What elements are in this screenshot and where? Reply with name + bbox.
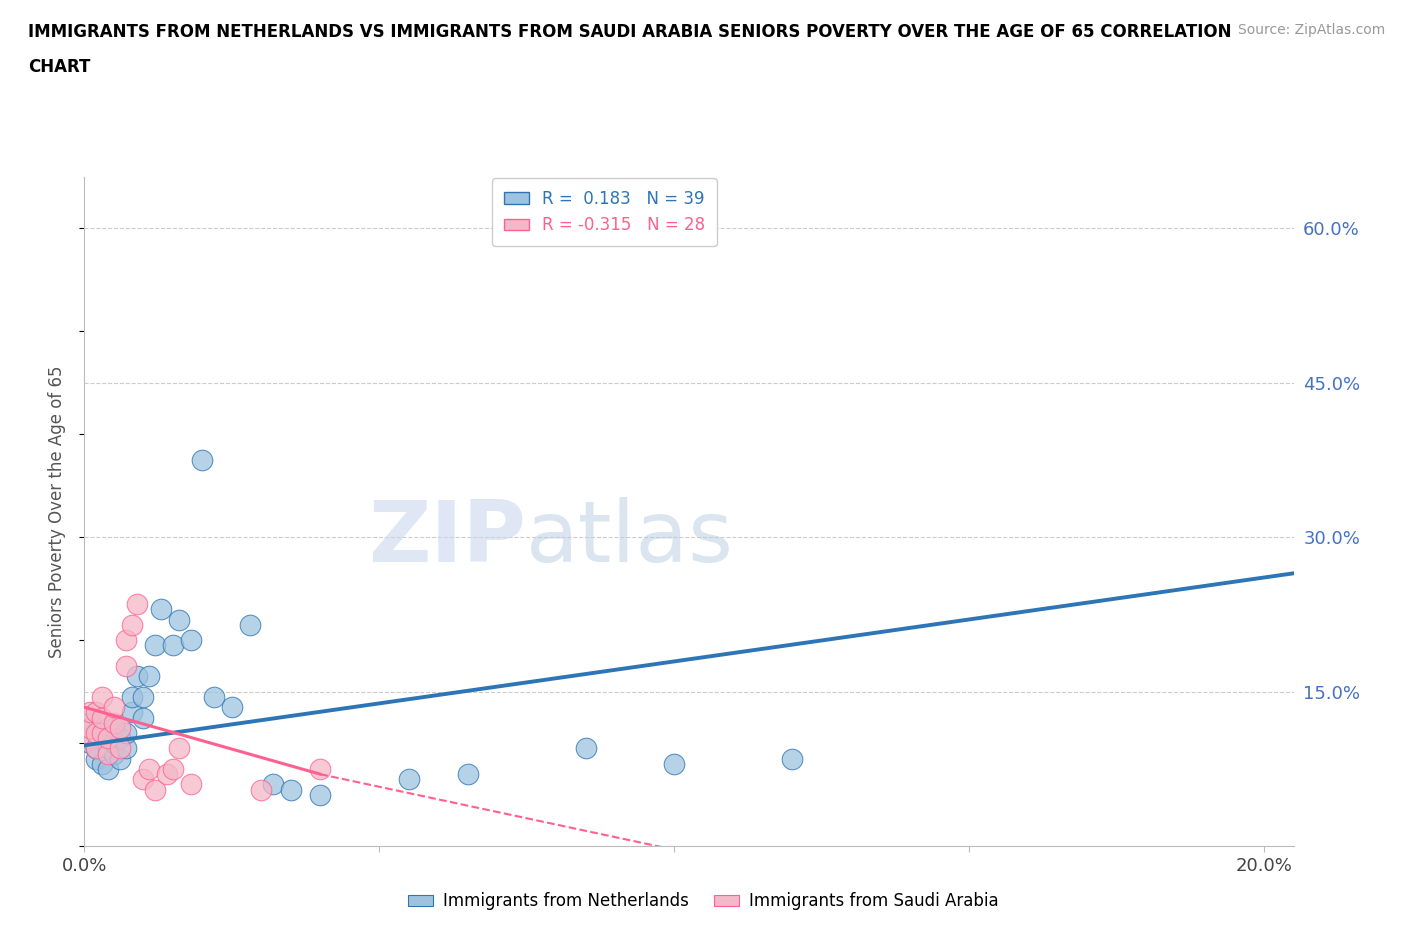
Text: ZIP: ZIP bbox=[368, 497, 526, 579]
Point bbox=[202, 689, 225, 704]
Point bbox=[143, 638, 166, 653]
Point bbox=[79, 715, 101, 730]
Point bbox=[138, 669, 160, 684]
Point bbox=[97, 731, 120, 746]
Point bbox=[97, 746, 120, 761]
Point bbox=[238, 618, 260, 632]
Point bbox=[84, 725, 107, 740]
Text: CHART: CHART bbox=[28, 58, 90, 75]
Point bbox=[91, 725, 114, 740]
Point bbox=[91, 725, 114, 740]
Point bbox=[84, 741, 107, 756]
Point bbox=[91, 711, 114, 725]
Point bbox=[262, 777, 284, 792]
Point bbox=[180, 777, 202, 792]
Point bbox=[97, 731, 120, 746]
Point bbox=[103, 736, 125, 751]
Point bbox=[132, 711, 155, 725]
Point bbox=[162, 762, 184, 777]
Point bbox=[84, 741, 107, 756]
Point bbox=[108, 751, 131, 766]
Point bbox=[180, 632, 202, 647]
Point bbox=[79, 721, 101, 736]
Point bbox=[97, 741, 120, 756]
Text: atlas: atlas bbox=[526, 497, 734, 579]
Point bbox=[162, 638, 184, 653]
Point bbox=[103, 746, 125, 761]
Y-axis label: Seniors Poverty Over the Age of 65: Seniors Poverty Over the Age of 65 bbox=[48, 365, 66, 658]
Point bbox=[91, 756, 114, 771]
Point bbox=[108, 731, 131, 746]
Point bbox=[309, 762, 332, 777]
Text: IMMIGRANTS FROM NETHERLANDS VS IMMIGRANTS FROM SAUDI ARABIA SENIORS POVERTY OVER: IMMIGRANTS FROM NETHERLANDS VS IMMIGRANT… bbox=[28, 23, 1232, 41]
Point bbox=[114, 741, 136, 756]
Legend: Immigrants from Netherlands, Immigrants from Saudi Arabia: Immigrants from Netherlands, Immigrants … bbox=[401, 885, 1005, 917]
Point bbox=[91, 689, 114, 704]
Point bbox=[780, 751, 803, 766]
Point bbox=[127, 597, 149, 612]
Point bbox=[79, 731, 101, 746]
Point bbox=[664, 756, 686, 771]
Point bbox=[280, 782, 302, 797]
Point bbox=[132, 689, 155, 704]
Point bbox=[457, 766, 479, 781]
Point bbox=[114, 632, 136, 647]
Point bbox=[121, 618, 143, 632]
Point bbox=[191, 453, 214, 468]
Point bbox=[121, 705, 143, 720]
Point bbox=[114, 658, 136, 673]
Text: Source: ZipAtlas.com: Source: ZipAtlas.com bbox=[1237, 23, 1385, 37]
Point bbox=[167, 741, 190, 756]
Point bbox=[103, 699, 125, 714]
Point bbox=[79, 705, 101, 720]
Point bbox=[156, 766, 179, 781]
Point bbox=[138, 762, 160, 777]
Point bbox=[108, 721, 131, 736]
Point bbox=[132, 772, 155, 787]
Point bbox=[150, 602, 173, 617]
Point bbox=[121, 689, 143, 704]
Point bbox=[309, 788, 332, 803]
Legend: R =  0.183   N = 39, R = -0.315   N = 28: R = 0.183 N = 39, R = -0.315 N = 28 bbox=[492, 179, 717, 246]
Point bbox=[103, 721, 125, 736]
Point bbox=[127, 669, 149, 684]
Point bbox=[167, 612, 190, 627]
Point bbox=[84, 751, 107, 766]
Point bbox=[143, 782, 166, 797]
Point bbox=[250, 782, 273, 797]
Point bbox=[575, 741, 598, 756]
Point bbox=[108, 741, 131, 756]
Point bbox=[114, 725, 136, 740]
Point bbox=[79, 736, 101, 751]
Point bbox=[221, 699, 243, 714]
Point bbox=[103, 715, 125, 730]
Point bbox=[97, 762, 120, 777]
Point bbox=[84, 705, 107, 720]
Point bbox=[398, 772, 420, 787]
